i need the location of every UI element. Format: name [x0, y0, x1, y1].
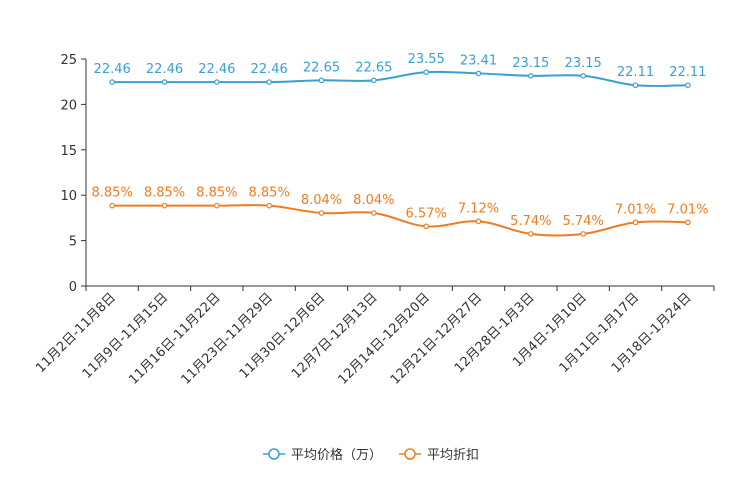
- data-point[interactable]: [266, 79, 272, 85]
- data-label: 7.01%: [667, 202, 708, 217]
- legend-item-1[interactable]: 平均折扣: [399, 448, 479, 463]
- x-tick-label: 12月21日-12月27日: [388, 290, 485, 387]
- data-point[interactable]: [423, 69, 429, 75]
- series-1: 8.85% 8.85% 8.85% 8.85% 8.04% 8.04% 6.57% 7.12%…: [92, 186, 708, 237]
- data-label: 5.74%: [563, 214, 604, 229]
- data-label: 22.65: [303, 60, 340, 75]
- data-point[interactable]: [318, 77, 325, 84]
- data-label: 8.85%: [92, 186, 133, 201]
- data-point[interactable]: [161, 202, 168, 209]
- data-label: 22.65: [355, 60, 392, 75]
- y-tick-label: 0: [69, 280, 77, 295]
- axes: 051015202511月2日-11月8日11月9日-11月15日11月16日-…: [33, 53, 715, 388]
- data-point[interactable]: [528, 72, 534, 79]
- data-label: 23.15: [565, 56, 602, 71]
- data-point[interactable]: [161, 79, 168, 85]
- data-point[interactable]: [109, 79, 115, 85]
- data-point[interactable]: [475, 70, 482, 77]
- data-label: 7.12%: [458, 201, 499, 216]
- data-point[interactable]: [109, 202, 115, 209]
- legend-label: 平均折扣: [427, 448, 479, 463]
- x-tick-label: 11月23日-11月29日: [179, 290, 276, 387]
- data-point[interactable]: [685, 82, 691, 89]
- y-tick-label: 5: [69, 235, 77, 250]
- data-label: 8.85%: [249, 186, 290, 201]
- series-line: [112, 204, 688, 237]
- data-label: 6.57%: [406, 206, 447, 221]
- data-label: 22.46: [146, 62, 183, 77]
- data-label: 22.11: [669, 65, 706, 80]
- data-label: 22.11: [617, 65, 654, 80]
- legend[interactable]: 平均价格（万） 平均折扣: [263, 447, 479, 463]
- data-point[interactable]: [371, 77, 377, 84]
- data-label: 7.01%: [615, 202, 656, 217]
- data-point[interactable]: [214, 79, 220, 85]
- data-point[interactable]: [318, 210, 325, 216]
- data-point[interactable]: [580, 231, 586, 237]
- data-point[interactable]: [632, 82, 639, 89]
- data-point[interactable]: [214, 202, 220, 209]
- data-label: 23.15: [512, 56, 549, 71]
- data-label: 8.04%: [301, 193, 342, 208]
- data-label: 8.85%: [196, 186, 237, 201]
- data-label: 22.46: [94, 62, 131, 77]
- data-point[interactable]: [685, 219, 691, 226]
- data-point[interactable]: [423, 223, 429, 230]
- legend-marker: [268, 448, 280, 460]
- data-point[interactable]: [580, 72, 586, 79]
- data-label: 22.46: [198, 62, 235, 77]
- y-tick-label: 15: [60, 144, 77, 159]
- data-point[interactable]: [632, 219, 639, 226]
- legend-item-0[interactable]: 平均价格（万）: [263, 447, 382, 463]
- y-tick-label: 25: [60, 53, 77, 68]
- data-label: 23.55: [408, 52, 445, 67]
- series-layer: 22.46 22.46 22.46 22.46 22.65 22.65 23.55 23.41…: [92, 52, 708, 237]
- data-label: 23.41: [460, 53, 497, 68]
- legend-marker: [404, 448, 416, 460]
- x-tick-label: 11月16日-11月22日: [126, 290, 223, 387]
- x-tick-label: 12月14日-12月20日: [336, 290, 433, 387]
- legend-label: 平均价格（万）: [291, 447, 382, 463]
- y-tick-label: 10: [60, 189, 77, 204]
- data-label: 22.46: [251, 62, 288, 77]
- data-label: 8.04%: [353, 193, 394, 208]
- data-label: 8.85%: [144, 186, 185, 201]
- data-point[interactable]: [266, 202, 272, 209]
- series-0: 22.46 22.46 22.46 22.46 22.65 22.65 23.55 23.41…: [94, 52, 706, 89]
- data-label: 5.74%: [510, 214, 551, 229]
- data-point[interactable]: [528, 231, 534, 237]
- data-point[interactable]: [475, 218, 482, 225]
- y-tick-label: 20: [60, 98, 77, 113]
- data-point[interactable]: [371, 210, 377, 216]
- series-line: [112, 70, 688, 87]
